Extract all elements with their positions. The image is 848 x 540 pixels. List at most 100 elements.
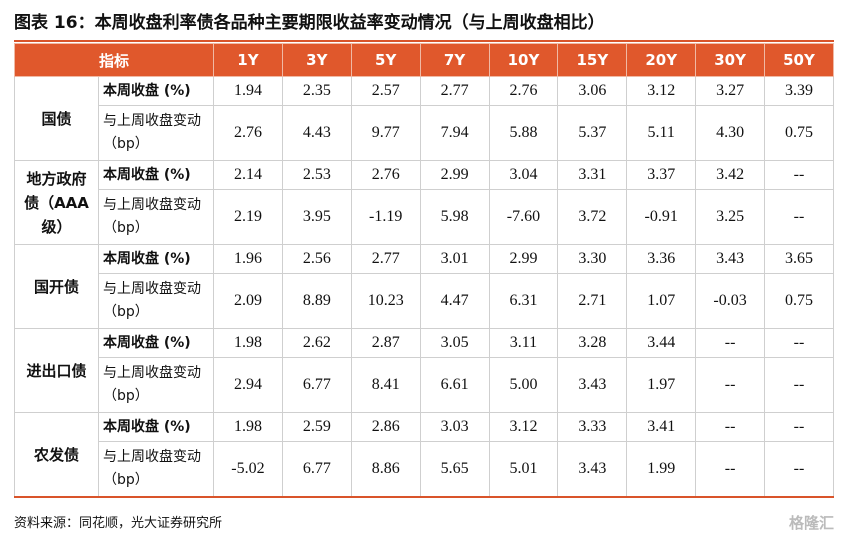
value-cell: -- (764, 189, 834, 245)
header-row: 指标 1Y 3Y 5Y 7Y 10Y 15Y 20Y 30Y 50Y (13, 43, 834, 77)
value-cell: 9.77 (350, 105, 421, 161)
table: 指标 1Y 3Y 5Y 7Y 10Y 15Y 20Y 30Y 50Y 国债 本周收盘 (%) 1.94… (13, 43, 834, 498)
row-label: 与上周收盘变动（bp） (97, 105, 215, 161)
value-cell: 3.42 (695, 160, 766, 190)
value-cell: 2.19 (213, 189, 283, 245)
header-cell: 5Y (350, 43, 421, 77)
group-name: 国开债 (14, 244, 99, 329)
row-label: 与上周收盘变动（bp） (97, 273, 215, 329)
table-body: 国债 本周收盘 (%) 1.94 2.35 2.57 2.77 2.76 3.06 3.12 3.… (14, 76, 834, 498)
header-cell: 10Y (488, 43, 559, 77)
value-cell: 2.76 (213, 105, 283, 161)
value-cell: 2.56 (281, 244, 352, 274)
table-row: 国开债 本周收盘 (%) 1.96 2.56 2.77 3.01 2.99 3.30 3.36 3… (14, 244, 834, 329)
value-cell: 7.94 (419, 105, 490, 161)
value-cell: 3.12 (488, 412, 559, 442)
value-cell: 2.14 (213, 160, 283, 190)
value-cell: 1.97 (626, 357, 697, 413)
row-label: 与上周收盘变动（bp） (97, 189, 215, 245)
watermark: 格隆汇 (788, 514, 834, 532)
value-cell: 0.75 (764, 273, 834, 329)
value-cell: 1.94 (213, 76, 283, 106)
value-cell: 2.99 (488, 244, 559, 274)
value-cell: 10.23 (350, 273, 421, 329)
value-cell: 3.39 (764, 76, 834, 106)
value-cell: 2.87 (350, 328, 421, 358)
value-cell: 2.77 (350, 244, 421, 274)
value-cell: 3.06 (557, 76, 628, 106)
value-cell: 2.94 (213, 357, 283, 413)
table-row: 地方政府债（AAA 级） 本周收盘 (%) 2.14 2.53 2.76 2.99 3.04… (14, 160, 834, 245)
table-row: 与上周收盘变动（bp） 2.19 3.95 -1.19 5.98 -7.60 3.72 -0.… (15, 189, 834, 245)
row-label: 与上周收盘变动（bp） (97, 357, 215, 413)
source: 资料来源：同花顺，光大证券研究所 (14, 516, 223, 531)
value-cell: 2.86 (350, 412, 421, 442)
value-cell: 2.09 (213, 273, 283, 329)
value-cell: 5.65 (419, 441, 490, 498)
value-cell: 2.71 (557, 273, 628, 329)
value-cell: 3.44 (626, 328, 697, 358)
value-cell: 6.31 (488, 273, 559, 329)
value-cell: 2.99 (419, 160, 490, 190)
value-cell: 3.04 (488, 160, 559, 190)
row-label: 本周收盘 (%) (97, 244, 215, 274)
value-cell: 3.95 (281, 189, 352, 245)
value-cell: 2.35 (281, 76, 352, 106)
value-cell: 3.31 (557, 160, 628, 190)
value-cell: 3.25 (695, 189, 766, 245)
value-cell: 2.77 (419, 76, 490, 106)
header-cell: 20Y (626, 43, 697, 77)
value-cell: 1.98 (213, 412, 283, 442)
value-cell: -- (764, 328, 834, 358)
value-cell: -0.91 (626, 189, 697, 245)
value-cell: 5.88 (488, 105, 559, 161)
value-cell: -- (695, 412, 766, 442)
value-cell: 0.75 (764, 105, 834, 161)
value-cell: 1.07 (626, 273, 697, 329)
value-cell: 5.11 (626, 105, 697, 161)
header-cell: 15Y (557, 43, 628, 77)
value-cell: -- (695, 441, 766, 498)
value-cell: 5.37 (557, 105, 628, 161)
value-cell: 6.77 (281, 441, 352, 498)
value-cell: 2.57 (350, 76, 421, 106)
value-cell: 5.01 (488, 441, 559, 498)
value-cell: 6.61 (419, 357, 490, 413)
table-row: 农发债 本周收盘 (%) 1.98 2.59 2.86 3.03 3.12 3.33 3.41-… (14, 412, 834, 498)
group-name: 进出口债 (14, 328, 99, 413)
table-row: 进出口债 本周收盘 (%) 1.98 2.62 2.87 3.05 3.11 3.28 3.44… (14, 328, 834, 413)
value-cell: 1.99 (626, 441, 697, 498)
value-cell: -- (695, 357, 766, 413)
header-cell: 指标 (13, 43, 215, 77)
header-cell: 1Y (213, 43, 283, 77)
value-cell: 3.43 (557, 357, 628, 413)
value-cell: 3.72 (557, 189, 628, 245)
value-cell: 2.53 (281, 160, 352, 190)
value-cell: 8.41 (350, 357, 421, 413)
group-name: 农发债 (14, 412, 99, 498)
value-cell: 2.62 (281, 328, 352, 358)
header-cell: 3Y (281, 43, 352, 77)
value-cell: 3.03 (419, 412, 490, 442)
group-name: 地方政府债（AAA 级） (14, 160, 99, 245)
value-cell: -- (764, 412, 834, 442)
value-cell: 3.05 (419, 328, 490, 358)
row-label: 本周收盘 (%) (97, 412, 215, 442)
row-label: 本周收盘 (%) (97, 328, 215, 358)
value-cell: 3.33 (557, 412, 628, 442)
header-cell: 30Y (695, 43, 766, 77)
title: 图表 16：本周收盘利率债各品种主要期限收益率变动情况（与上周收盘相比） (14, 13, 605, 33)
value-cell: -- (764, 160, 834, 190)
value-cell: 5.98 (419, 189, 490, 245)
value-cell: 3.30 (557, 244, 628, 274)
group-name: 国债 (14, 76, 99, 161)
value-cell: 3.36 (626, 244, 697, 274)
value-cell: -7.60 (488, 189, 559, 245)
value-cell: 3.43 (695, 244, 766, 274)
value-cell: -- (764, 357, 834, 413)
table-row: 与上周收盘变动（bp） 2.76 4.43 9.77 7.94 5.88 5.37 5.11 4… (15, 105, 834, 161)
value-cell: -1.19 (350, 189, 421, 245)
value-cell: 3.43 (557, 441, 628, 498)
value-cell: 3.65 (764, 244, 834, 274)
